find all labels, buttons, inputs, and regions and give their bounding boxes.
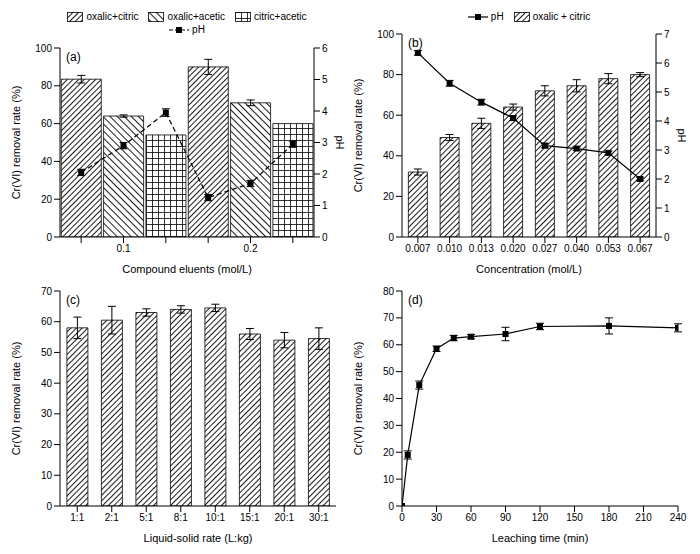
svg-text:20: 20 <box>41 439 53 450</box>
svg-text:10: 10 <box>383 474 395 485</box>
svg-text:80: 80 <box>383 69 395 80</box>
svg-text:30: 30 <box>41 408 53 419</box>
svg-text:20: 20 <box>383 191 395 202</box>
html-text:(b): (b) <box>408 36 423 50</box>
svg-text:2: 2 <box>664 174 670 185</box>
html-text:pH: pH <box>192 24 205 35</box>
svg-text:0: 0 <box>664 232 670 243</box>
svg-text:1: 1 <box>664 203 670 214</box>
html-text:(a): (a) <box>66 50 81 64</box>
svg-text:0: 0 <box>46 501 52 512</box>
svg-text:0.020: 0.020 <box>501 243 526 254</box>
svg-text:pH: pH <box>676 128 688 142</box>
svg-text:6: 6 <box>322 43 328 54</box>
svg-text:1: 1 <box>322 200 328 211</box>
svg-text:0: 0 <box>322 232 328 243</box>
svg-text:240: 240 <box>670 512 687 523</box>
svg-text:0: 0 <box>388 501 394 512</box>
svg-text:0.040: 0.040 <box>564 243 589 254</box>
svg-text:0.2: 0.2 <box>244 243 258 254</box>
svg-text:50: 50 <box>41 347 53 358</box>
svg-text:Cr(VI) removal rate (%): Cr(VI) removal rate (%) <box>352 79 364 193</box>
svg-text:20:1: 20:1 <box>275 512 295 523</box>
svg-text:0.027: 0.027 <box>532 243 557 254</box>
html-text:oxalic+citric: oxalic+citric <box>86 11 139 22</box>
svg-text:3: 3 <box>664 145 670 156</box>
svg-text:10:1: 10:1 <box>206 512 226 523</box>
svg-text:30: 30 <box>431 512 443 523</box>
svg-text:70: 70 <box>41 286 53 297</box>
svg-text:Liquid-solid rate (L:kg): Liquid-solid rate (L:kg) <box>144 532 253 544</box>
svg-text:0.013: 0.013 <box>469 243 494 254</box>
svg-text:2:1: 2:1 <box>105 512 119 523</box>
svg-text:0: 0 <box>388 232 394 243</box>
svg-text:60: 60 <box>383 339 395 350</box>
svg-text:3: 3 <box>322 137 328 148</box>
svg-text:15:1: 15:1 <box>240 512 260 523</box>
svg-text:80: 80 <box>41 80 53 91</box>
svg-text:30: 30 <box>383 420 395 431</box>
svg-text:20: 20 <box>383 447 395 458</box>
html-text:(c): (c) <box>66 293 80 307</box>
svg-text:5:1: 5:1 <box>139 512 153 523</box>
svg-text:40: 40 <box>41 378 53 389</box>
svg-text:180: 180 <box>601 512 618 523</box>
svg-text:60: 60 <box>465 512 477 523</box>
svg-text:0.007: 0.007 <box>405 243 430 254</box>
svg-text:7: 7 <box>664 29 670 40</box>
html-text:citric+acetic: citric+acetic <box>254 11 307 22</box>
svg-text:0.1: 0.1 <box>117 243 131 254</box>
svg-text:5: 5 <box>664 87 670 98</box>
svg-text:0.067: 0.067 <box>628 243 653 254</box>
svg-text:0: 0 <box>399 512 405 523</box>
svg-text:Cr(VI) removal rate (%): Cr(VI) removal rate (%) <box>352 342 364 456</box>
svg-text:0.053: 0.053 <box>596 243 621 254</box>
svg-text:90: 90 <box>500 512 512 523</box>
svg-text:Concentration (mol/L): Concentration (mol/L) <box>476 263 582 275</box>
svg-text:0: 0 <box>46 232 52 243</box>
svg-text:50: 50 <box>383 366 395 377</box>
svg-text:120: 120 <box>532 512 549 523</box>
svg-text:60: 60 <box>383 110 395 121</box>
html-text:oxalic + citric: oxalic + citric <box>532 11 591 22</box>
svg-text:40: 40 <box>41 156 53 167</box>
svg-text:Cr(VI) removal rate (%): Cr(VI) removal rate (%) <box>10 342 22 456</box>
svg-text:0.010: 0.010 <box>437 243 462 254</box>
svg-text:100: 100 <box>35 43 52 54</box>
html-text:pH: pH <box>490 11 504 22</box>
svg-text:80: 80 <box>383 286 395 297</box>
svg-text:40: 40 <box>383 150 395 161</box>
svg-text:10: 10 <box>41 470 53 481</box>
svg-text:30:1: 30:1 <box>309 512 329 523</box>
svg-text:60: 60 <box>41 316 53 327</box>
svg-text:210: 210 <box>635 512 652 523</box>
svg-text:5: 5 <box>322 74 328 85</box>
svg-text:Leaching time (min): Leaching time (min) <box>492 532 589 544</box>
html-text:oxalic+acetic: oxalic+acetic <box>167 11 225 22</box>
svg-text:Cr(VI) removal rate (%): Cr(VI) removal rate (%) <box>10 86 22 200</box>
svg-text:70: 70 <box>383 312 395 323</box>
svg-text:20: 20 <box>41 194 53 205</box>
svg-text:40: 40 <box>383 393 395 404</box>
svg-text:60: 60 <box>41 118 53 129</box>
svg-text:pH: pH <box>334 135 346 149</box>
svg-text:1:1: 1:1 <box>70 512 84 523</box>
svg-text:4: 4 <box>322 106 328 117</box>
svg-text:8:1: 8:1 <box>174 512 188 523</box>
svg-text:2: 2 <box>322 169 328 180</box>
svg-text:100: 100 <box>377 29 394 40</box>
html-text:(d): (d) <box>408 293 423 307</box>
svg-text:150: 150 <box>566 512 583 523</box>
svg-text:Compound eluents (mol/L): Compound eluents (mol/L) <box>122 263 252 275</box>
svg-text:6: 6 <box>664 58 670 69</box>
svg-text:4: 4 <box>664 116 670 127</box>
